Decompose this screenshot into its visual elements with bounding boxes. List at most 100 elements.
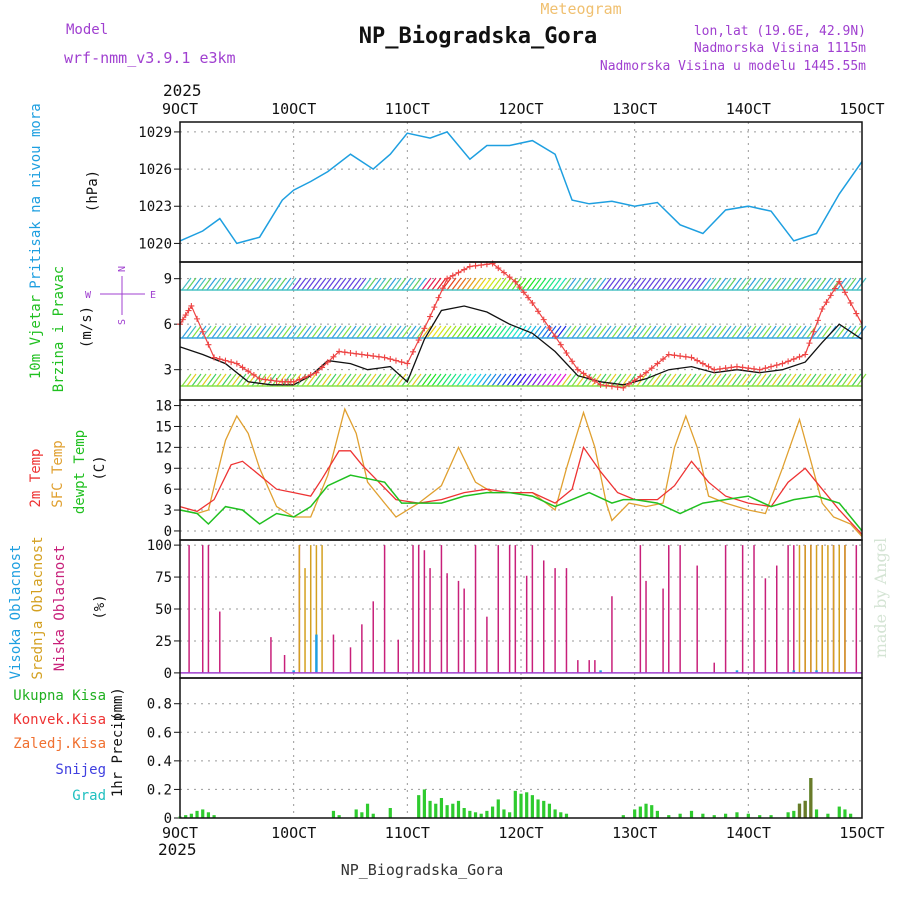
wind-barb (821, 373, 832, 387)
wind-barb (331, 277, 342, 291)
wind-barb (531, 325, 542, 339)
wind-barb (211, 277, 222, 291)
wind-barb (281, 277, 292, 291)
wind-barb (531, 277, 542, 291)
wind-gust-marker (472, 262, 479, 269)
wind-barb (751, 277, 762, 291)
wind-barb (196, 373, 207, 387)
wind-barb (596, 277, 607, 291)
wind-barb (206, 325, 217, 339)
wind-gust-marker (569, 358, 576, 365)
precip-unit: (mm) (110, 687, 126, 721)
wind-gust-marker (810, 328, 817, 335)
wind-barb (821, 277, 832, 291)
y-tick-label: 3 (164, 503, 172, 519)
wind-barb (196, 277, 207, 291)
compass-s: S (117, 319, 128, 325)
wind-gust-marker (608, 383, 615, 390)
wind-barb (686, 373, 697, 387)
wind-gust-marker (324, 359, 331, 366)
station-title: NP_Biogradska_Gora (359, 24, 597, 49)
wind-gust-marker (677, 353, 684, 360)
wind-barb (581, 277, 592, 291)
wind-barb (796, 373, 807, 387)
wind-barb (206, 277, 217, 291)
wind-barb (426, 373, 437, 387)
wind-barb (276, 325, 287, 339)
wind-gust-marker (185, 307, 192, 314)
wind-gust-marker (614, 384, 621, 391)
wind-barb (521, 373, 532, 387)
wind-barb (261, 325, 272, 339)
x-tick-label-top: 10OCT (271, 100, 316, 118)
wind-barb (701, 325, 712, 339)
x-tick-label-top: 11OCT (385, 100, 430, 118)
cloud-unit: (%) (92, 594, 108, 619)
precip-bar (428, 800, 432, 818)
wind-barb (216, 373, 227, 387)
wind-barb (836, 373, 847, 387)
precip-bar (621, 815, 625, 818)
precip-bar (559, 812, 563, 818)
wind-barb (646, 277, 657, 291)
wind-barb (246, 277, 257, 291)
precip-bar (803, 800, 807, 818)
temp-unit: (C) (92, 455, 108, 480)
wind-barb (216, 325, 227, 339)
wind-gust-marker (290, 378, 297, 385)
wind-gust-marker (211, 354, 218, 361)
precip-bar (633, 809, 637, 818)
wind-barb (631, 325, 642, 339)
precip-bar (678, 813, 682, 818)
wind-barb (481, 373, 492, 387)
y-tick-label: 0.2 (147, 782, 172, 798)
wind-barb (761, 277, 772, 291)
precip-bar (502, 809, 506, 818)
wind-barb (346, 373, 357, 387)
precip-bar (184, 815, 188, 818)
wind-gust-marker (222, 357, 229, 364)
wind-barb (441, 325, 452, 339)
wind-barb (376, 325, 387, 339)
wind-barb (346, 325, 357, 339)
wind-gust-marker (699, 360, 706, 367)
wind-barb (461, 373, 472, 387)
precip-bar (553, 809, 557, 818)
wind-barb (756, 325, 767, 339)
wind-barb (291, 325, 302, 339)
wind-barb (641, 325, 652, 339)
wind-barb (436, 373, 447, 387)
wind-barb (586, 325, 597, 339)
wind-barb (386, 325, 397, 339)
wind-barb (671, 325, 682, 339)
y-tick-label: 0 (164, 524, 172, 540)
wind-barb (191, 373, 202, 387)
wind-barb (266, 277, 277, 291)
wind-barb (461, 277, 472, 291)
wind-barb (271, 277, 282, 291)
wind-barb (496, 373, 507, 387)
wind-barb (476, 325, 487, 339)
wind-barb (701, 373, 712, 387)
wind-barb (371, 373, 382, 387)
wind-barb (491, 373, 502, 387)
wind-barb (706, 373, 717, 387)
wind-barb (566, 325, 577, 339)
wind-barb (211, 325, 222, 339)
wind-gust-marker (319, 364, 326, 371)
wind-barb (186, 325, 197, 339)
wind-barb (851, 325, 862, 339)
wind-barb (366, 277, 377, 291)
cloud-ylabel: Visoka Oblacnost (8, 545, 24, 680)
precip-bar (536, 799, 540, 818)
wind-barb (696, 373, 707, 387)
temp-ylabel3: dewpt Temp (72, 430, 88, 514)
wind-barb (311, 373, 322, 387)
wind-gust-marker (375, 353, 382, 360)
wind-barb (191, 277, 202, 291)
y-tick-label: 1020 (138, 236, 172, 252)
model-name: wrf-nmm_v3.9.1 e3km (64, 49, 236, 67)
precip-bar (758, 815, 762, 818)
wind-barb (501, 373, 512, 387)
wind-gust-marker (705, 363, 712, 370)
